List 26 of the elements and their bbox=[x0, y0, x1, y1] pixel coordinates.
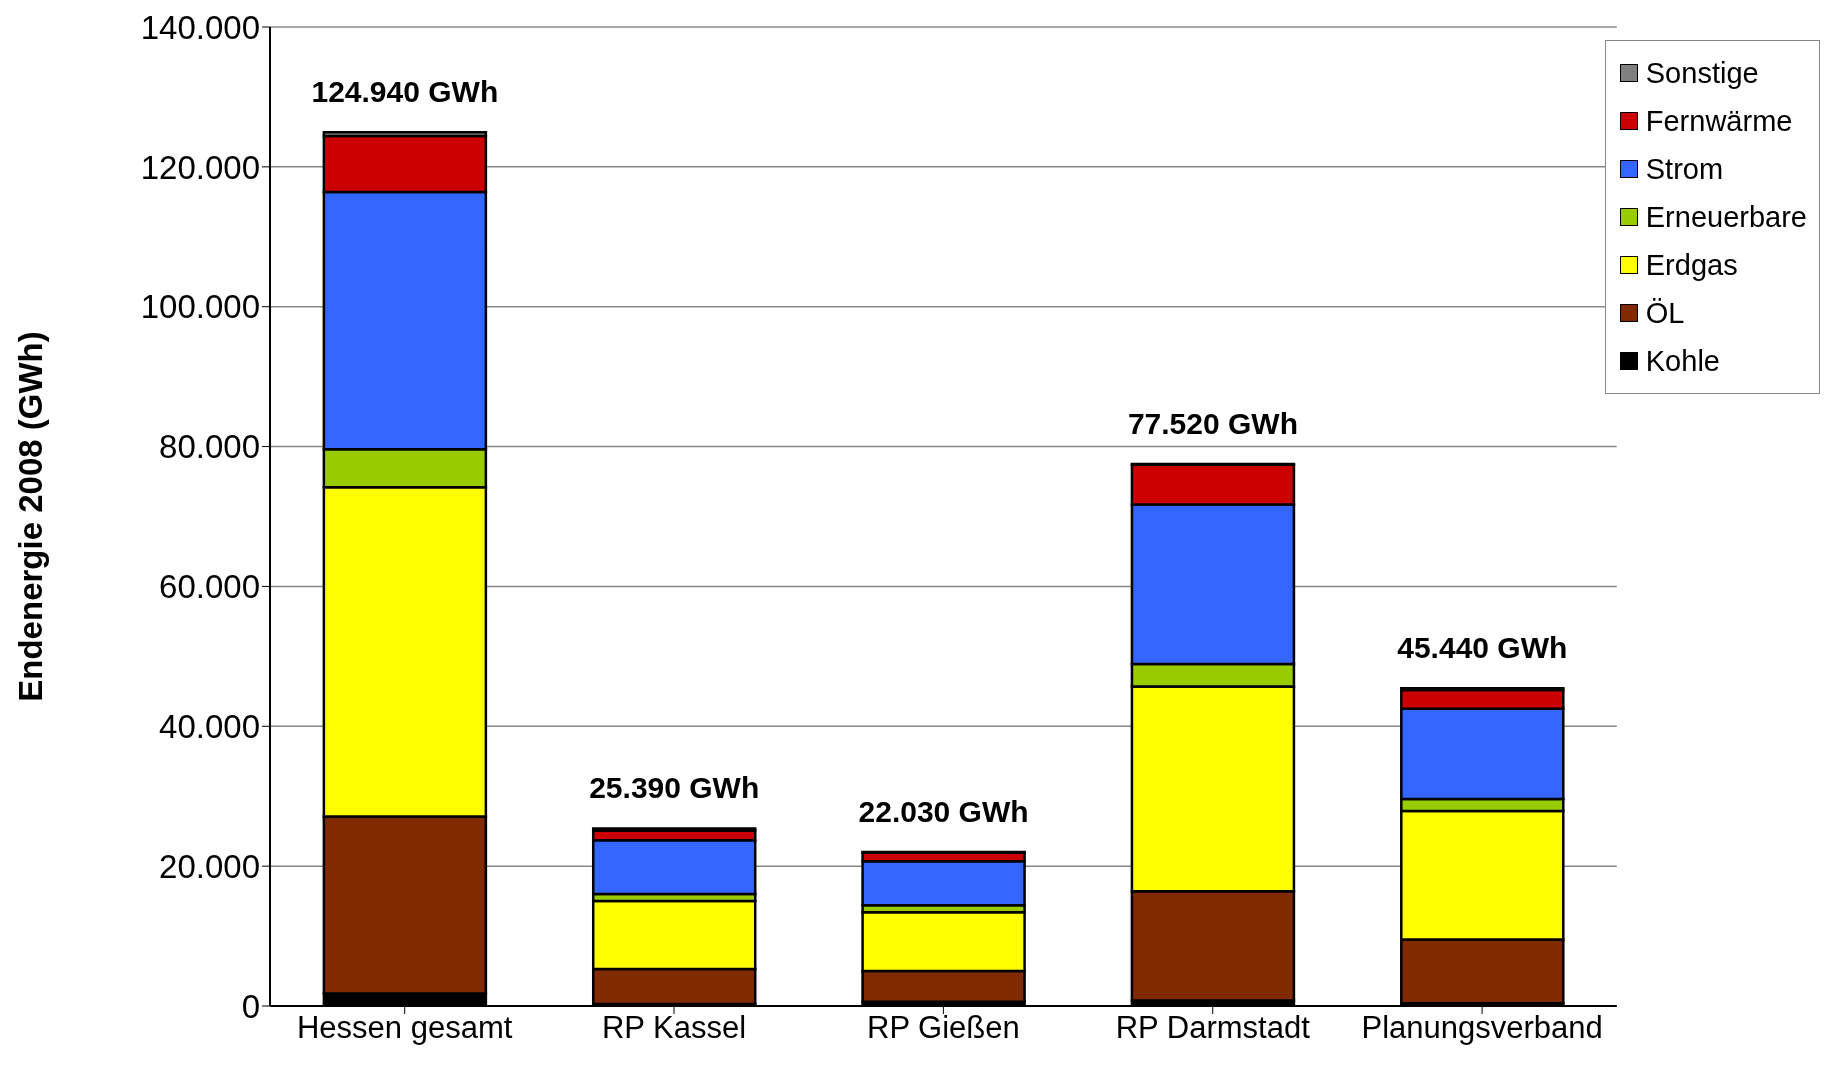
y-tick-label: 20.000 bbox=[159, 847, 260, 885]
legend-label: Kohle bbox=[1645, 344, 1720, 378]
legend-label: ÖL bbox=[1645, 296, 1685, 330]
y-tick-label: 140.000 bbox=[140, 8, 260, 46]
y-tick-label: 100.000 bbox=[140, 288, 260, 326]
x-tick-label: RP Kassel bbox=[601, 1010, 747, 1046]
x-tick-label: Planungsverband bbox=[1361, 1010, 1603, 1046]
y-tick-label: 40.000 bbox=[159, 708, 260, 745]
total-label: 25.390 GWh bbox=[589, 771, 760, 805]
legend-label: Erneuerbare bbox=[1645, 200, 1807, 234]
x-tick-label: RP Gießen bbox=[867, 1010, 1020, 1046]
legend-label: Fernwärme bbox=[1645, 104, 1793, 138]
y-tick-label: 0 bbox=[241, 987, 260, 1025]
y-tick-label: 120.000 bbox=[140, 148, 260, 186]
total-label: 45.440 GWh bbox=[1397, 631, 1568, 665]
y-tick-label: 60.000 bbox=[159, 568, 260, 606]
y-tick-label: 80.000 bbox=[159, 428, 260, 466]
legend-label: Strom bbox=[1645, 152, 1724, 186]
total-label: 124.940 GWh bbox=[311, 75, 499, 109]
x-tick-label: RP Darmstadt bbox=[1115, 1010, 1311, 1046]
legend-label: Erdgas bbox=[1645, 248, 1738, 282]
x-tick-label: Hessen gesamt bbox=[296, 1010, 513, 1046]
total-label: 22.030 GWh bbox=[858, 794, 1029, 828]
y-axis-title: Endenergie 2008 (GWh) bbox=[11, 331, 49, 702]
legend-label: Sonstige bbox=[1645, 56, 1759, 90]
total-label: 77.520 GWh bbox=[1127, 406, 1298, 440]
